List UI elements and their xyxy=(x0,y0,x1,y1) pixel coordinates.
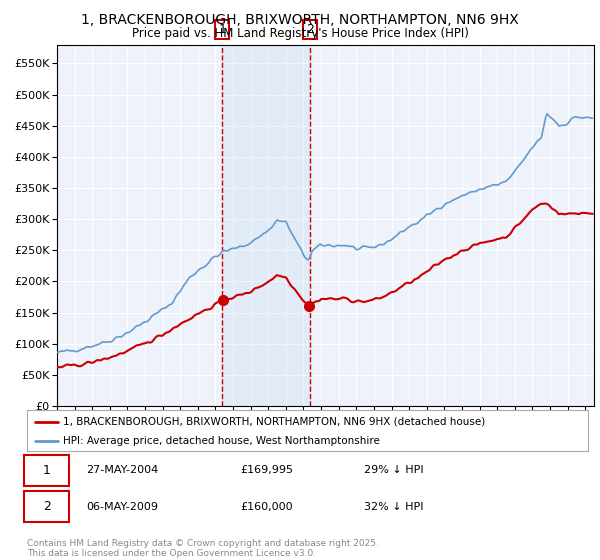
Text: 27-MAY-2004: 27-MAY-2004 xyxy=(86,465,158,475)
Text: £169,995: £169,995 xyxy=(240,465,293,475)
Text: 29% ↓ HPI: 29% ↓ HPI xyxy=(364,465,423,475)
Text: 2: 2 xyxy=(306,23,314,36)
Bar xyxy=(222,45,310,406)
Text: £160,000: £160,000 xyxy=(240,502,293,512)
Text: 1, BRACKENBOROUGH, BRIXWORTH, NORTHAMPTON, NN6 9HX: 1, BRACKENBOROUGH, BRIXWORTH, NORTHAMPTO… xyxy=(81,13,519,27)
FancyBboxPatch shape xyxy=(24,492,69,522)
Text: Price paid vs. HM Land Registry's House Price Index (HPI): Price paid vs. HM Land Registry's House … xyxy=(131,27,469,40)
Text: 1, BRACKENBOROUGH, BRIXWORTH, NORTHAMPTON, NN6 9HX (detached house): 1, BRACKENBOROUGH, BRIXWORTH, NORTHAMPTO… xyxy=(64,417,486,427)
Text: 2: 2 xyxy=(43,500,50,514)
FancyBboxPatch shape xyxy=(24,455,69,486)
Text: Contains HM Land Registry data © Crown copyright and database right 2025.
This d: Contains HM Land Registry data © Crown c… xyxy=(27,539,379,558)
Text: 1: 1 xyxy=(218,23,226,36)
Text: 06-MAY-2009: 06-MAY-2009 xyxy=(86,502,158,512)
Text: 1: 1 xyxy=(43,464,50,477)
Text: 32% ↓ HPI: 32% ↓ HPI xyxy=(364,502,423,512)
Text: HPI: Average price, detached house, West Northamptonshire: HPI: Average price, detached house, West… xyxy=(64,436,380,446)
